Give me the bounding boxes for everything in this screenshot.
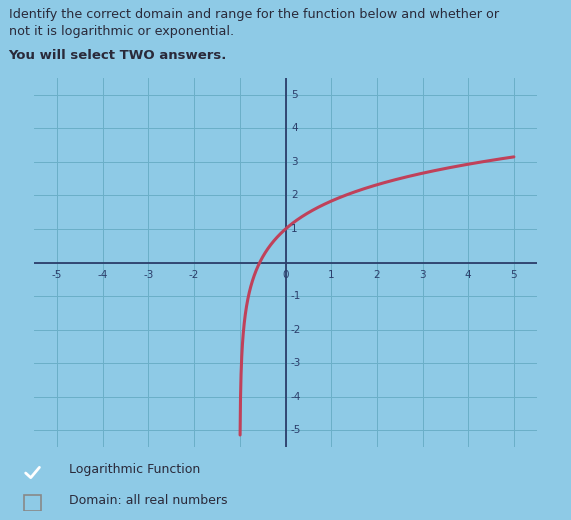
Text: 0: 0 <box>282 270 289 280</box>
Text: 1: 1 <box>328 270 335 280</box>
Text: 4: 4 <box>291 123 297 133</box>
Text: 4: 4 <box>465 270 472 280</box>
Text: -2: -2 <box>291 324 301 335</box>
Text: -1: -1 <box>291 291 301 301</box>
Text: Domain: all real numbers: Domain: all real numbers <box>69 494 227 506</box>
Text: -4: -4 <box>291 392 301 402</box>
Text: 5: 5 <box>291 90 297 100</box>
Text: 3: 3 <box>419 270 426 280</box>
Text: 5: 5 <box>510 270 517 280</box>
Text: -4: -4 <box>98 270 108 280</box>
Text: -2: -2 <box>189 270 199 280</box>
Text: You will select TWO answers.: You will select TWO answers. <box>9 49 227 62</box>
Text: -5: -5 <box>52 270 62 280</box>
Text: 2: 2 <box>291 190 297 201</box>
Text: Logarithmic Function: Logarithmic Function <box>69 463 200 476</box>
Text: 1: 1 <box>291 224 297 234</box>
Text: 2: 2 <box>373 270 380 280</box>
Text: -3: -3 <box>143 270 154 280</box>
Text: -3: -3 <box>291 358 301 368</box>
Text: 3: 3 <box>291 157 297 167</box>
Text: -5: -5 <box>291 425 301 435</box>
Text: not it is logarithmic or exponential.: not it is logarithmic or exponential. <box>9 25 234 38</box>
Text: Identify the correct domain and range for the function below and whether or: Identify the correct domain and range fo… <box>9 8 498 21</box>
